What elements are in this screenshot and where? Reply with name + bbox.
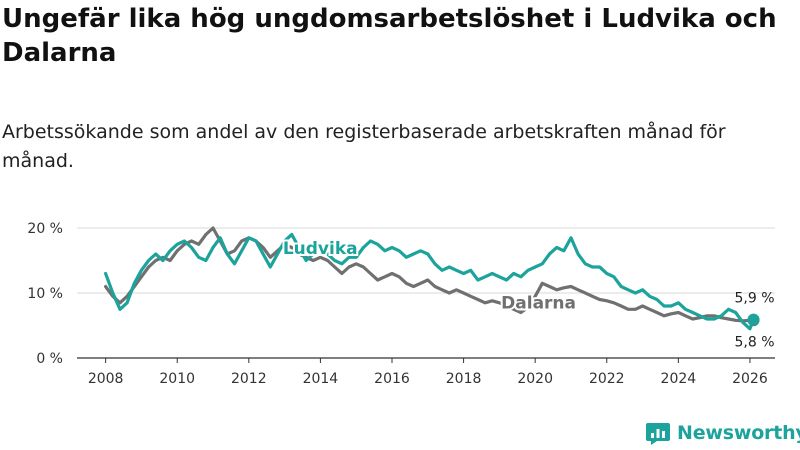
series-layer bbox=[104, 226, 760, 331]
x-tick-label: 2026 bbox=[732, 371, 768, 385]
x-tick-label: 2012 bbox=[231, 371, 267, 385]
x-tick-label: 2008 bbox=[88, 371, 124, 385]
y-tick-label: 20 % bbox=[27, 221, 63, 237]
newsworthy-logo[interactable]: Newsworthy bbox=[645, 420, 800, 446]
end-point-ludvika bbox=[747, 313, 760, 326]
x-tick-label: 2018 bbox=[446, 371, 482, 385]
x-tick-label: 2010 bbox=[159, 371, 195, 385]
newsworthy-logo-text: Newsworthy bbox=[677, 422, 800, 444]
y-tick-label: 10 % bbox=[27, 286, 63, 302]
x-tick-label: 2016 bbox=[374, 371, 410, 385]
y-tick-label: 0 % bbox=[36, 351, 63, 367]
x-tick-label: 2014 bbox=[303, 371, 339, 385]
series-label-ludvika: Ludvika bbox=[283, 239, 358, 259]
x-tick-label: 2024 bbox=[661, 371, 697, 385]
series-label-dalarna: Dalarna bbox=[501, 294, 576, 314]
end-label-dalarna: 5,8 % bbox=[735, 334, 775, 350]
label-layer: Ludvika Dalarna 5,9 % 5,8 % bbox=[281, 237, 775, 350]
chart-subtitle: Arbetssökande som andel av den registerb… bbox=[2, 121, 726, 172]
series-line-dalarna bbox=[104, 226, 756, 323]
end-label-ludvika: 5,9 % bbox=[735, 291, 775, 307]
grid-layer: 0 % 10 % 20 % 2008 2010 2012 2014 2016 2018 2020 2… bbox=[27, 221, 775, 385]
x-tick-label: 2020 bbox=[517, 371, 553, 385]
newsworthy-logo-icon bbox=[646, 423, 670, 445]
chart-title: Ungefär lika hög ungdomsarbetslöshet i L… bbox=[2, 4, 777, 68]
line-chart: 0 % 10 % 20 % 2008 2010 2012 2014 2016 2018 2020 2… bbox=[27, 221, 775, 385]
series-line-ludvika bbox=[104, 232, 756, 331]
x-tick-label: 2022 bbox=[589, 371, 625, 385]
